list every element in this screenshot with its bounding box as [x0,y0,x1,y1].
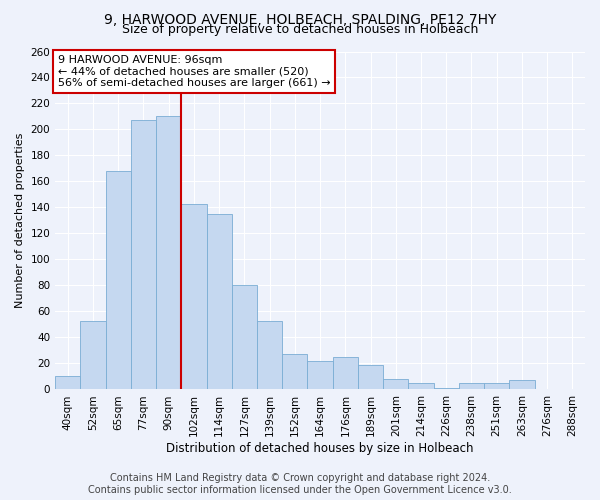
Bar [383,379,409,390]
Bar [80,320,106,390]
Bar [484,383,509,390]
Bar [282,354,307,390]
Bar [232,286,257,390]
Y-axis label: Number of detached properties: Number of detached properties [15,133,25,308]
Text: Contains HM Land Registry data © Crown copyright and database right 2024.
Contai: Contains HM Land Registry data © Crown c… [88,474,512,495]
Bar [409,383,434,390]
Text: 9 HARWOOD AVENUE: 96sqm
← 44% of detached houses are smaller (520)
56% of semi-d: 9 HARWOOD AVENUE: 96sqm ← 44% of detache… [58,55,331,88]
Bar [332,357,358,390]
Bar [131,120,156,390]
X-axis label: Distribution of detached houses by size in Holbeach: Distribution of detached houses by size … [166,442,474,455]
Bar [55,376,80,390]
Bar [509,380,535,390]
Bar [181,204,206,390]
Bar [206,214,232,390]
Bar [434,388,459,390]
Bar [257,320,282,390]
Bar [307,361,332,390]
Bar [106,171,131,390]
Text: Size of property relative to detached houses in Holbeach: Size of property relative to detached ho… [122,22,478,36]
Text: 9, HARWOOD AVENUE, HOLBEACH, SPALDING, PE12 7HY: 9, HARWOOD AVENUE, HOLBEACH, SPALDING, P… [104,12,496,26]
Bar [156,116,181,390]
Bar [358,365,383,390]
Bar [459,383,484,390]
